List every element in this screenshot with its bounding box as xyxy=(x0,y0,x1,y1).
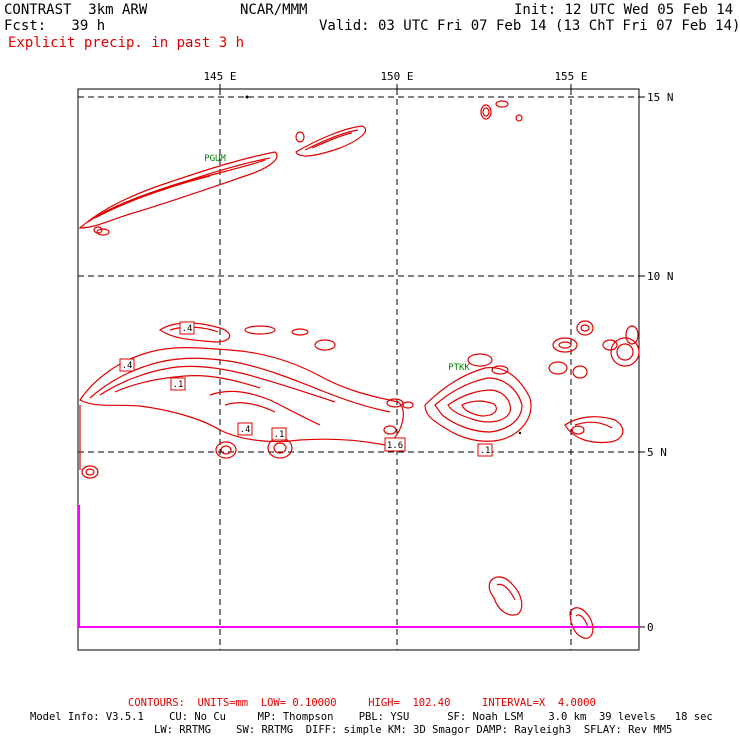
contour-label: .4 xyxy=(122,361,133,371)
contour-label-group: .4 .4 .1 .4 .1 1.6 .1 xyxy=(119,321,493,457)
station-markers: PGUM PTKK xyxy=(204,95,522,435)
lat-label-5n: 5 N xyxy=(647,446,667,459)
domain-boundary xyxy=(78,505,639,628)
contour-label: .1 xyxy=(173,380,184,390)
lat-label-0: 0 xyxy=(647,621,654,634)
forecast-hour: Fcst: 39 h xyxy=(4,18,106,34)
lon-label-145: 145 E xyxy=(203,70,236,83)
axis-ticks xyxy=(219,84,645,628)
precip-contours xyxy=(78,100,640,639)
lat-label-10n: 10 N xyxy=(647,270,674,283)
field-name: Explicit precip. in past 3 h xyxy=(8,35,245,51)
center-name: NCAR/MMM xyxy=(240,2,308,18)
station-dot xyxy=(518,431,522,435)
model-title: CONTRAST 3km ARW xyxy=(4,2,148,18)
contour-label: .4 xyxy=(240,425,251,435)
contour-label: 1.6 xyxy=(387,441,403,451)
station-label-ptkk: PTKK xyxy=(448,363,470,373)
contour-label: .1 xyxy=(274,430,285,440)
precip-map: .4 .4 .1 .4 .1 1.6 .1 PGUM PTKK 145 E 15… xyxy=(77,70,674,651)
lon-label-155: 155 E xyxy=(554,70,587,83)
lat-label-15n: 15 N xyxy=(647,91,674,104)
init-time: Init: 12 UTC Wed 05 Feb 14 xyxy=(514,2,734,18)
contour-label: .4 xyxy=(182,324,193,334)
lon-label-150: 150 E xyxy=(380,70,413,83)
model-info-line-1: Model Info: V3.5.1 CU: No Cu MP: Thompso… xyxy=(30,711,713,723)
axis-labels: 145 E 150 E 155 E 15 N 10 N 5 N 0 xyxy=(203,70,673,634)
map-frame xyxy=(77,88,640,651)
station-dot xyxy=(245,95,249,99)
valid-time: Valid: 03 UTC Fri 07 Feb 14 (13 ChT Fri … xyxy=(319,18,740,34)
model-info-line-2: LW: RRTMG SW: RRTMG DIFF: simple KM: 3D … xyxy=(154,724,673,736)
station-label-pgum: PGUM xyxy=(204,154,226,164)
contour-info: CONTOURS: UNITS=mm LOW= 0.10000 HIGH= 10… xyxy=(128,697,596,709)
contour-label: .1 xyxy=(480,446,491,456)
